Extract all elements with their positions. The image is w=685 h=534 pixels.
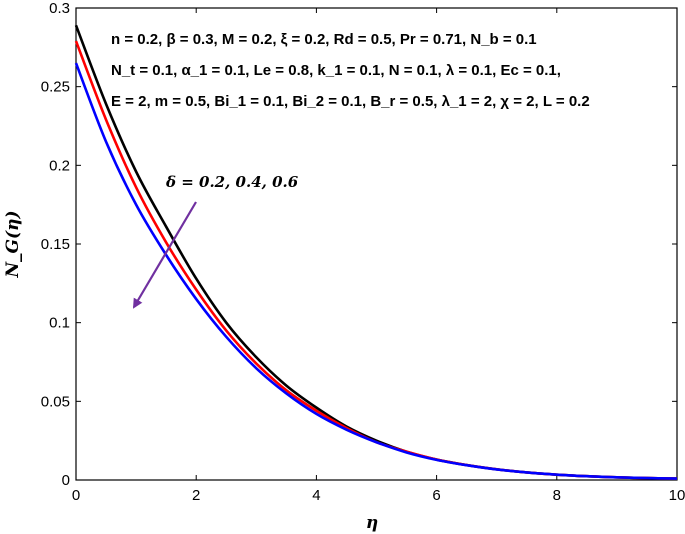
param-line-2: N_t = 0.1, α_1 = 0.1, Le = 0.8, k_1 = 0.… <box>111 62 561 79</box>
x-tick-label: 2 <box>192 487 200 504</box>
x-tick-label: 6 <box>432 487 440 504</box>
axis-ticks: 0 2 4 6 8 10 0 0.05 0.1 0.15 0.2 0.25 0.3 <box>41 0 685 504</box>
x-axis-label: η <box>366 513 378 533</box>
param-line-3: E = 2, m = 0.5, Bi_1 = 0.1, Bi_2 = 0.1, … <box>111 93 590 110</box>
y-tick-label: 0.3 <box>49 0 70 17</box>
param-line-1: n = 0.2, β = 0.3, M = 0.2, ξ = 0.2, Rd =… <box>111 31 537 48</box>
x-tick-label: 0 <box>72 487 80 504</box>
y-tick-label: 0.2 <box>49 157 70 174</box>
y-axis-label: N_G(η) <box>3 210 23 278</box>
x-tick-label: 8 <box>553 487 561 504</box>
trend-arrow <box>132 201 197 309</box>
y-tick-label: 0.05 <box>41 393 70 410</box>
parameter-block: n = 0.2, β = 0.3, M = 0.2, ξ = 0.2, Rd =… <box>111 31 590 110</box>
series-group <box>74 24 678 480</box>
series-line-3 <box>74 62 678 480</box>
y-tick-label: 0 <box>62 472 70 489</box>
y-tick-label: 0.25 <box>41 79 70 96</box>
y-tick-label: 0.15 <box>41 236 70 253</box>
x-tick-label: 10 <box>669 487 685 504</box>
y-tick-label: 0.1 <box>49 315 70 332</box>
x-tick-label: 4 <box>312 487 320 504</box>
delta-annotation: δ = 0.2, 0.4, 0.6 <box>165 173 299 191</box>
